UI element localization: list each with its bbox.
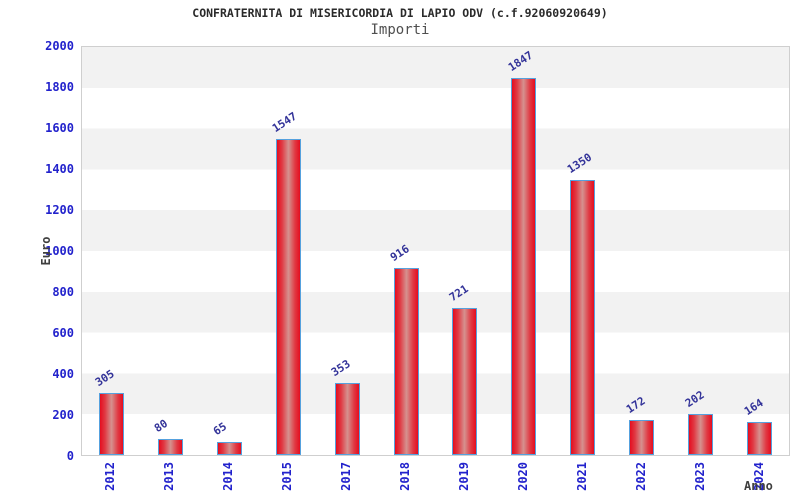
bar-value-label: 172 [623, 394, 648, 416]
bar-value-label: 305 [93, 367, 118, 389]
bar-2024 [747, 422, 773, 455]
chart-subtitle: Importi [370, 22, 430, 38]
bar-value-label: 1547 [270, 109, 300, 135]
bar-value-label: 1350 [564, 150, 595, 176]
x-tick-label: 2022 [633, 462, 648, 491]
y-axis-title: Euro [39, 236, 53, 266]
y-tick-label: 1400 [45, 162, 74, 176]
bar-value-label: 916 [387, 242, 412, 264]
plot-area: 305 80 65 1547 353 916 721 1847 1350 172 202 164 [81, 46, 790, 456]
bar-value-label: 1847 [505, 48, 536, 74]
x-tick-label: 2015 [280, 462, 295, 491]
x-tick-label: 2018 [398, 462, 413, 491]
bar-2013 [157, 439, 183, 455]
bar-value-label: 164 [741, 396, 766, 418]
x-tick-label: 2012 [103, 462, 118, 491]
bar-value-label: 202 [682, 388, 707, 410]
y-tick-label: 600 [52, 326, 74, 340]
y-tick-label: 200 [52, 408, 74, 422]
x-tick-label: 2023 [692, 462, 707, 491]
bar-2015 [275, 139, 301, 455]
chart-title: CONFRATERNITA DI MISERICORDIA DI LAPIO O… [192, 6, 608, 20]
bar-2021 [570, 180, 596, 455]
bar-value-label: 80 [152, 416, 171, 435]
bar-2019 [452, 308, 478, 455]
y-tick-label: 0 [66, 449, 74, 463]
y-tick-label: 400 [52, 367, 74, 381]
x-tick-label: 2017 [339, 462, 354, 491]
x-tick-label: 2020 [515, 462, 530, 491]
bar-2023 [688, 414, 714, 455]
y-tick-label: 1200 [45, 203, 74, 217]
y-tick-label: 800 [52, 285, 74, 299]
bar-value-label: 353 [329, 357, 353, 379]
y-tick-label: 1800 [45, 80, 74, 94]
x-tick-label: 2013 [162, 462, 177, 491]
x-tick-label: 2019 [456, 462, 471, 491]
bar-value-label: 721 [446, 282, 471, 304]
x-tick-label: 2021 [574, 462, 589, 491]
bar-2012 [98, 393, 124, 455]
bar-2022 [629, 420, 655, 455]
bar-2020 [511, 78, 537, 455]
y-tick-label: 2000 [45, 39, 74, 53]
y-tick-label: 1600 [45, 121, 74, 135]
x-tick-label: 2014 [221, 462, 236, 491]
x-axis-title: Anno [744, 479, 773, 493]
bar-2017 [334, 383, 360, 455]
bar-value-label: 65 [211, 419, 230, 438]
y-tick-label: 1000 [45, 244, 74, 258]
bar-2018 [393, 268, 419, 455]
bar-2014 [216, 442, 242, 455]
